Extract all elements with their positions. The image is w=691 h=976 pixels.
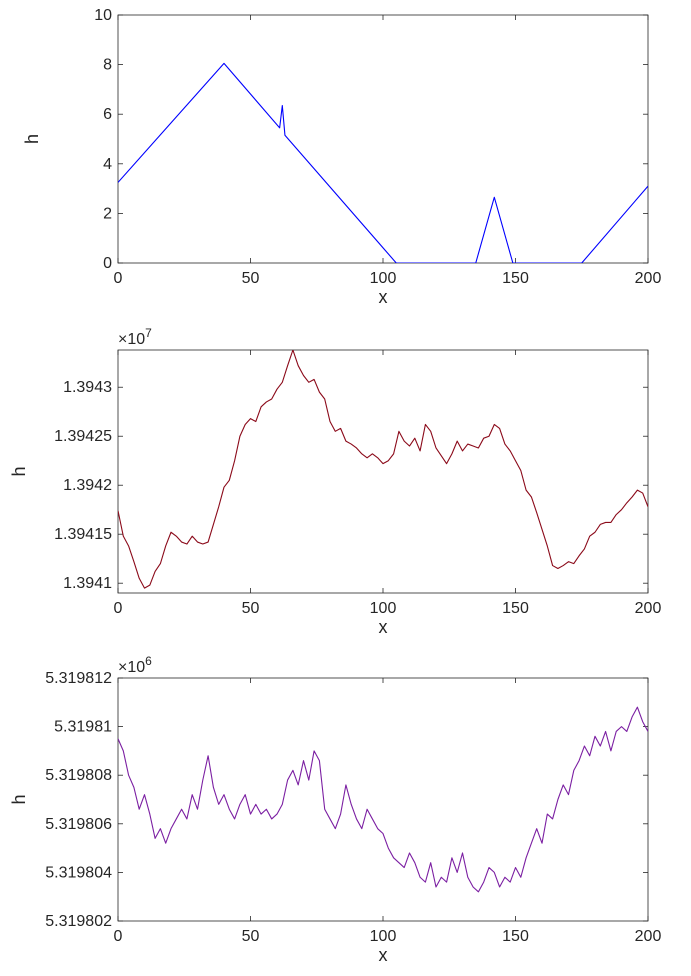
x-tick-label: 0 (114, 928, 123, 945)
x-tick-label: 50 (242, 270, 260, 287)
y-axis-label: h (22, 134, 42, 144)
x-axis-label: x (379, 287, 388, 307)
series-line (118, 706, 648, 893)
x-tick-label: 150 (502, 270, 529, 287)
y-tick-label: 5.319804 (45, 864, 112, 881)
y-tick-label: 5.319812 (45, 670, 112, 687)
y-tick-label: 5.319802 (45, 913, 112, 930)
y-axis-label: h (9, 466, 29, 476)
y-tick-label: 1.39425 (54, 428, 112, 445)
x-axis-label: x (379, 617, 388, 637)
x-tick-label: 0 (114, 270, 123, 287)
x-tick-label: 50 (242, 600, 260, 617)
x-tick-label: 200 (635, 600, 662, 617)
y-tick-label: 2 (103, 205, 112, 222)
x-tick-label: 150 (502, 928, 529, 945)
axes-box (117, 349, 649, 594)
x-tick-label: 50 (242, 928, 260, 945)
y-exponent-label: ×106 (118, 654, 152, 676)
series-line (118, 350, 648, 589)
y-tick-label: 5.319808 (45, 767, 112, 784)
chart-3: 0 50 100 150 200 5.319802 5.319804 5.319806 5.31… (9, 654, 661, 965)
chart-1: 0 50 100 150 200 0 2 4 6 8 10 x h (22, 7, 661, 307)
y-tick-label: 6 (103, 106, 112, 123)
y-tick-label: 1.3941 (63, 575, 112, 592)
x-tick-label: 100 (370, 600, 397, 617)
x-tick-label: 0 (114, 600, 123, 617)
y-tick-label: 5.319806 (45, 816, 112, 833)
x-tick-label: 200 (635, 270, 662, 287)
y-exponent-label: ×107 (118, 326, 152, 348)
y-tick-label: 4 (103, 156, 112, 173)
x-axis-label: x (379, 945, 388, 965)
y-tick-label: 5.31981 (54, 719, 112, 736)
y-tick-label: 0 (103, 255, 112, 272)
axes-box (117, 677, 649, 922)
x-tick-label: 100 (370, 270, 397, 287)
y-tick-label: 10 (94, 7, 112, 24)
y-tick-label: 1.3942 (63, 477, 112, 494)
y-tick-label: 8 (103, 57, 112, 74)
y-tick-label: 1.3943 (63, 379, 112, 396)
x-tick-label: 150 (502, 600, 529, 617)
y-axis-label: h (9, 794, 29, 804)
x-tick-label: 100 (370, 928, 397, 945)
series-line (118, 62, 648, 263)
axes-box (117, 14, 649, 264)
chart-2: 0 50 100 150 200 1.3941 1.39415 1.3942 1.39425 1.… (9, 326, 661, 637)
x-tick-label: 200 (635, 928, 662, 945)
y-tick-label: 1.39415 (54, 526, 112, 543)
